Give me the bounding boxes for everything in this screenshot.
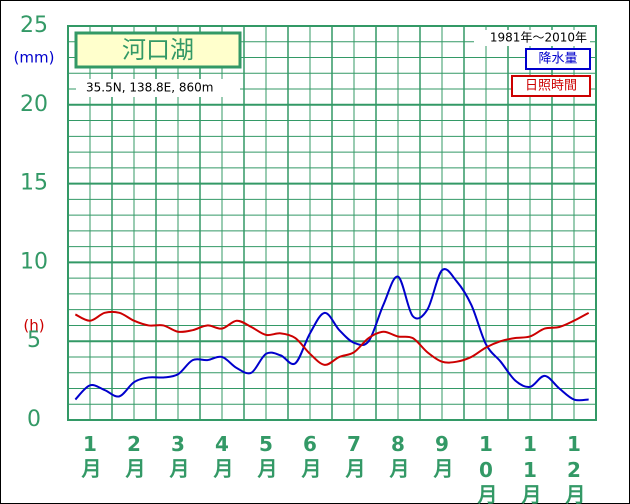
period: 1981年～2010年 [490, 31, 587, 45]
x-tick-label: 4月 [210, 432, 234, 480]
unit-label: (mm) [14, 49, 55, 67]
series-line [74, 310, 590, 366]
y-tick-label: 5 [27, 328, 41, 353]
legend-label: 日照時間 [525, 79, 577, 94]
x-tick-label: 9月 [430, 432, 454, 480]
y-tick-label: 25 [20, 13, 48, 38]
title-box [74, 31, 242, 69]
x-tick-label: 6月 [298, 432, 322, 480]
x-tick-label: 11月 [518, 432, 542, 504]
subtitle-bg [76, 79, 240, 97]
series-line [74, 268, 589, 402]
plot-border [67, 25, 597, 421]
legend-label: 降水量 [538, 52, 577, 67]
x-tick-label: 2月 [122, 432, 146, 480]
subtitle: 35.5N, 138.8E, 860m [86, 81, 213, 95]
legend-box [525, 48, 591, 70]
y-tick-label: 0 [27, 407, 41, 432]
y-tick-label: 10 [20, 249, 48, 274]
x-tick-label: 3月 [166, 432, 190, 480]
x-tick-label: 7月 [342, 432, 366, 480]
x-tick-label: 12月 [562, 432, 586, 504]
chart-title: 河口湖 [122, 36, 194, 64]
y-tick-label: 20 [20, 92, 48, 117]
x-tick-label: 5月 [254, 432, 278, 480]
x-tick-label: 8月 [386, 432, 410, 480]
y-tick-label: 15 [20, 171, 48, 196]
legend-box [511, 75, 591, 97]
unit-label: (h) [23, 316, 44, 334]
period-bg [474, 30, 590, 46]
x-tick-label: 1月 [78, 432, 102, 480]
x-tick-label: 10月 [474, 432, 498, 504]
